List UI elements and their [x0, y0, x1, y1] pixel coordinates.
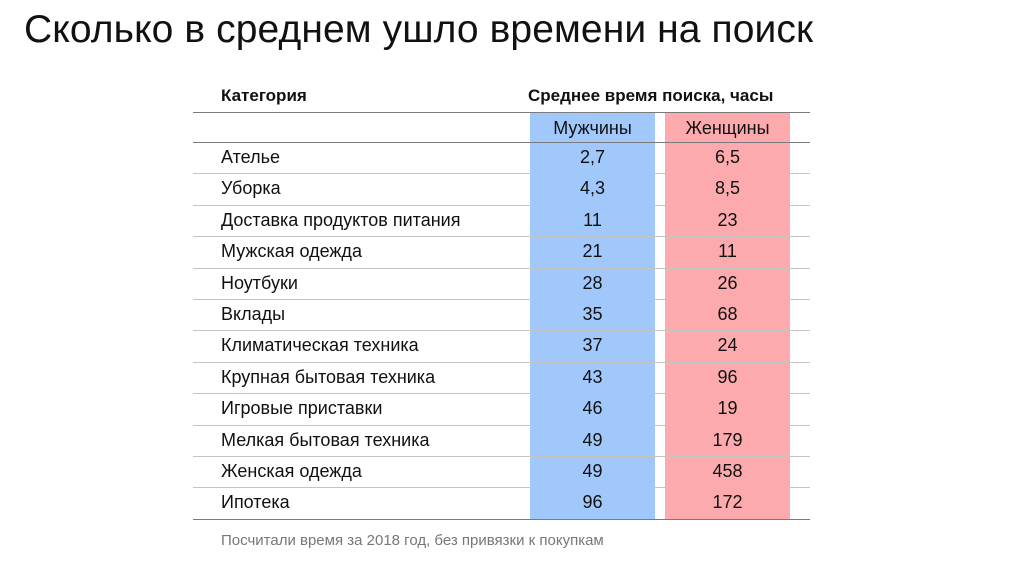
- row-category: Женская одежда: [221, 461, 362, 481]
- row-category: Игровые приставки: [221, 398, 383, 419]
- row-category: Ноутбуки: [221, 272, 298, 293]
- row-value-men: 28: [582, 272, 603, 293]
- header-category: Категория: [221, 86, 307, 105]
- row-category: Крупная бытовая техника: [221, 366, 436, 387]
- row-category: Вклады: [221, 304, 286, 324]
- row-value-women: 68: [717, 304, 738, 324]
- row-divider: [193, 425, 810, 426]
- row-value-women: 11: [718, 241, 737, 262]
- row-value-women: 6,5: [714, 147, 741, 167]
- row-value-men: 49: [582, 461, 603, 481]
- row-value-women: 458: [712, 461, 743, 481]
- row-value-men: 96: [582, 492, 603, 513]
- row-value-men: 49: [582, 429, 603, 450]
- men-column-background: [530, 113, 655, 519]
- row-value-men: 4,3: [579, 178, 606, 199]
- row-divider: [193, 236, 810, 237]
- row-value-men: 35: [582, 304, 603, 324]
- row-category: Климатическая техника: [221, 335, 419, 356]
- row-divider: [193, 456, 810, 457]
- subheader-women: Женщины: [685, 118, 770, 138]
- row-value-men: 21: [582, 241, 603, 262]
- row-divider: [193, 519, 810, 520]
- row-value-women: 24: [717, 335, 738, 356]
- row-divider: [193, 299, 810, 300]
- row-value-men: 11: [583, 209, 602, 230]
- row-category: Доставка продуктов питания: [221, 209, 461, 230]
- row-divider: [193, 205, 810, 206]
- row-value-women: 26: [717, 272, 738, 293]
- subheader-men: Мужчины: [553, 118, 632, 138]
- row-category: Ипотека: [221, 492, 290, 513]
- row-category: Уборка: [221, 178, 281, 199]
- row-divider: [193, 362, 810, 363]
- row-value-women: 23: [717, 209, 738, 230]
- page-title: Сколько в среднем ушло времени на поиск: [24, 8, 814, 51]
- row-value-men: 37: [582, 335, 603, 356]
- subheader-divider: [193, 142, 810, 143]
- header-average-time: Среднее время поиска, часы: [528, 86, 774, 105]
- row-category: Ателье: [221, 147, 280, 167]
- row-divider: [193, 268, 810, 269]
- row-divider: [193, 173, 810, 174]
- row-value-women: 172: [712, 492, 743, 513]
- row-category: Мужская одежда: [221, 241, 362, 262]
- row-value-women: 19: [717, 398, 738, 419]
- row-divider: [193, 393, 810, 394]
- row-value-men: 46: [582, 398, 603, 419]
- row-value-men: 43: [582, 366, 603, 387]
- row-value-women: 8,5: [714, 178, 741, 199]
- header-divider: [193, 112, 810, 113]
- row-value-women: 96: [717, 366, 738, 387]
- row-divider: [193, 330, 810, 331]
- row-divider: [193, 487, 810, 488]
- women-column-background: [665, 113, 790, 519]
- row-value-women: 179: [712, 429, 743, 450]
- row-value-men: 2,7: [579, 147, 606, 167]
- row-category: Мелкая бытовая техника: [221, 429, 430, 450]
- footnote: Посчитали время за 2018 год, без привязк…: [221, 532, 604, 549]
